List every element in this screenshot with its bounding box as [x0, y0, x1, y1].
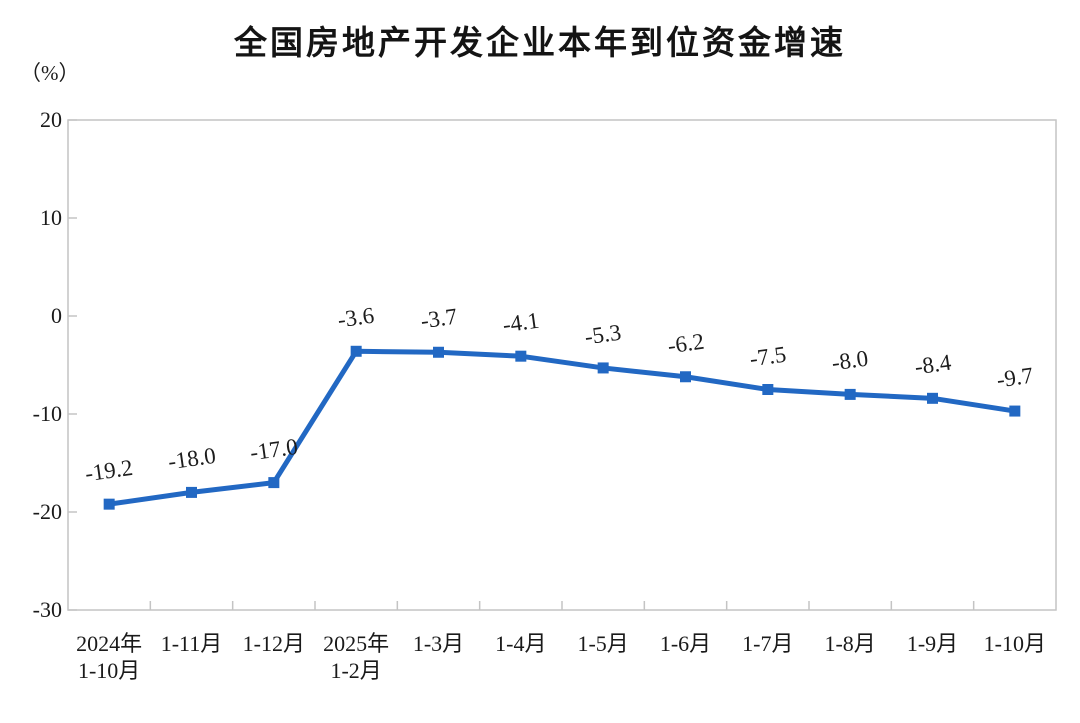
data-point-marker [186, 486, 197, 498]
data-point-marker [103, 498, 115, 510]
data-point-marker [844, 388, 856, 400]
chart-title: 全国房地产开发企业本年到位资金增速 [234, 24, 846, 61]
x-axis-label: 1-10月 [983, 631, 1046, 656]
x-axis-label: 1-5月 [577, 631, 629, 656]
data-point-marker [597, 362, 609, 374]
x-axis-label: 1-12月 [242, 631, 305, 656]
x-axis-label: 1-7月 [742, 631, 794, 656]
y-tick-label: 20 [40, 107, 62, 132]
x-axis-label: 1-11月 [160, 631, 223, 656]
data-point-marker [515, 350, 527, 362]
data-point-marker [927, 392, 938, 404]
x-axis-label: 2024年 1-10月 [76, 631, 143, 683]
y-tick-label: -30 [32, 597, 62, 622]
data-point-marker [433, 346, 444, 358]
x-axis-label: 1-6月 [659, 631, 712, 656]
data-point-marker [350, 345, 362, 357]
y-tick-label: -10 [32, 401, 62, 426]
data-point-marker [268, 477, 280, 489]
y-tick-label: 10 [40, 205, 62, 230]
y-tick-label: -20 [32, 499, 62, 524]
x-axis-label: 1-4月 [495, 631, 547, 656]
data-point-marker [680, 371, 691, 383]
x-axis-label: 1-8月 [824, 631, 876, 656]
series-line [106, 348, 1018, 507]
y-axis-unit-label: （%） [20, 61, 80, 85]
y-tick-label: 0 [51, 303, 62, 328]
x-axis-label: 1-9月 [906, 631, 959, 656]
x-axis-label: 2025年 1-2月 [323, 631, 390, 683]
x-axis-label: 1-3月 [412, 631, 465, 656]
data-point-marker [1009, 405, 1021, 417]
data-point-marker [762, 384, 774, 395]
